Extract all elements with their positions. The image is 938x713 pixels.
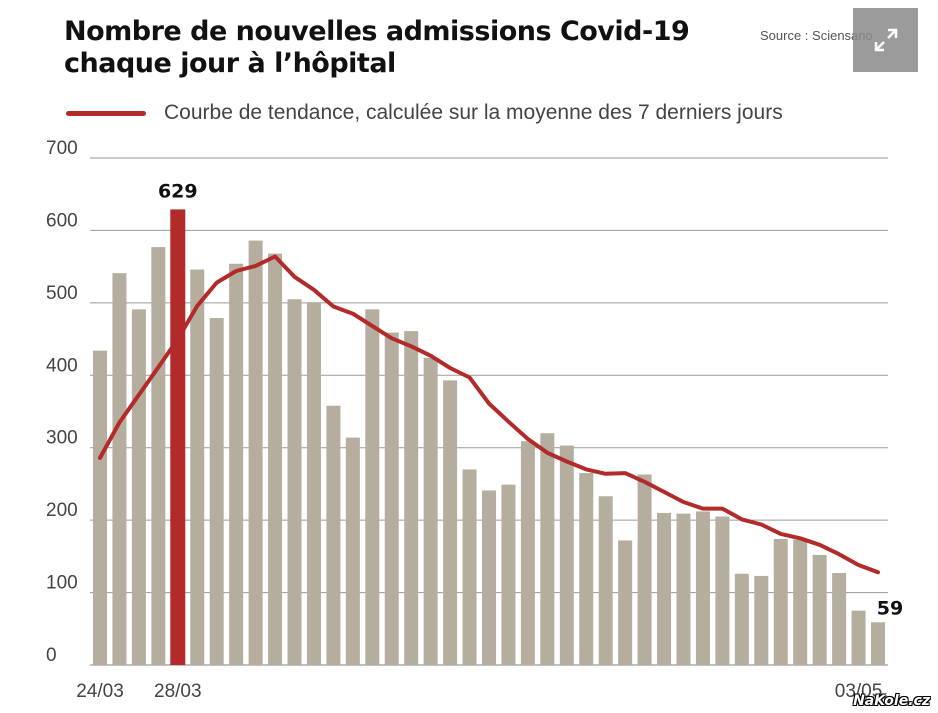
bar [326, 405, 341, 665]
bar [384, 332, 399, 665]
bar [871, 622, 885, 665]
bar [501, 484, 516, 665]
bar [754, 575, 769, 665]
bar [248, 240, 263, 665]
bar [637, 474, 652, 665]
bar [112, 273, 127, 665]
watermark-logo: NaKole.cz [853, 693, 930, 709]
bar [559, 445, 574, 665]
bar [190, 269, 205, 665]
bar [520, 441, 535, 665]
bar [793, 539, 808, 665]
x-tick-label: 03/05 [835, 681, 883, 702]
bar [676, 513, 691, 665]
bar [540, 433, 555, 665]
data-label: 629 [158, 180, 198, 202]
bar [209, 318, 224, 665]
bar [812, 554, 827, 665]
bar [93, 350, 107, 665]
bar [287, 299, 302, 665]
highlight-bar [170, 209, 186, 665]
bar [579, 473, 594, 665]
bar [365, 309, 380, 665]
bar [345, 437, 360, 665]
bar [657, 512, 672, 665]
bar [832, 573, 847, 665]
bar [423, 357, 438, 665]
bar [695, 511, 710, 665]
legend-trend-swatch [66, 110, 146, 116]
bar [268, 253, 283, 665]
bar [773, 538, 788, 665]
bar [851, 610, 866, 665]
y-tick-label: 200 [46, 500, 78, 521]
y-tick-label: 300 [46, 428, 78, 449]
bar [715, 516, 730, 665]
trend-line [98, 254, 880, 575]
expand-button[interactable] [853, 8, 918, 72]
y-tick-label: 400 [46, 355, 78, 376]
bar [618, 540, 633, 665]
bar [229, 263, 244, 665]
bar [131, 309, 146, 665]
source-label: Source : Sciensano [760, 28, 873, 43]
y-tick-label: 100 [46, 573, 78, 594]
legend: Courbe de tendance, calculée sur la moye… [66, 98, 783, 128]
y-tick-label: 600 [46, 210, 78, 231]
expand-arrows-icon [874, 28, 897, 52]
bar [404, 331, 419, 665]
bar [734, 573, 749, 665]
chart-title: Nombre de nouvelles admissions Covid-19 … [64, 16, 690, 79]
bar [443, 380, 458, 665]
legend-trend-label: Courbe de tendance, calculée sur la moye… [164, 101, 783, 124]
bar [462, 469, 477, 665]
y-tick-label: 500 [46, 283, 78, 304]
x-tick-label: 24/03 [76, 681, 124, 702]
bar [598, 496, 613, 665]
bar [306, 302, 321, 665]
y-tick-label: 700 [46, 138, 78, 159]
bar [151, 247, 166, 665]
x-tick-label: 28/03 [154, 681, 202, 702]
y-tick-label: 0 [46, 645, 57, 666]
data-label: 59 [877, 597, 903, 619]
bar [482, 490, 496, 665]
